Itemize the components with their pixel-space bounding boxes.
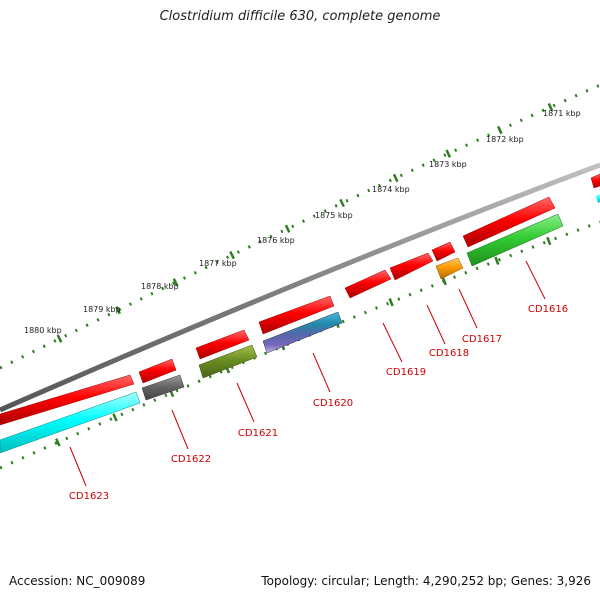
gene-bar-cd1616 — [466, 213, 564, 267]
gene-bar-cd1617 — [435, 257, 464, 280]
scale-tick — [494, 256, 500, 265]
scale-tick — [497, 125, 503, 135]
kbp-label-1873: 1873 kbp — [429, 160, 467, 169]
kbp-label-1874: 1874 kbp — [372, 185, 410, 194]
gene-bar-cd1623 — [0, 391, 141, 454]
gene-arrow-fwd — [431, 241, 456, 262]
gene-arrow-fwd — [462, 196, 556, 248]
label-line-cd1616 — [525, 260, 546, 300]
scale-tick — [55, 438, 61, 447]
gene-arrow-fwd — [258, 295, 335, 335]
label-line-cd1623 — [69, 446, 87, 487]
genome-summary-text: Topology: circular; Length: 4,290,252 bp… — [261, 574, 591, 588]
gene-label-cd1622: CD1622 — [171, 454, 211, 465]
label-line-cd1617 — [458, 288, 478, 329]
scale-tick — [392, 173, 399, 183]
label-line-cd1622 — [171, 409, 189, 450]
outer-major-ticks — [56, 102, 554, 343]
gene-label-cd1617: CD1617 — [462, 334, 502, 345]
scale-tick — [284, 224, 291, 233]
scale-tick — [546, 236, 552, 246]
gene-bar-cd1621 — [198, 344, 258, 379]
kbp-label-1877: 1877 kbp — [199, 259, 237, 268]
gene-arrow-fwd — [0, 374, 135, 426]
scale-tick — [445, 149, 452, 158]
genome-backbone — [0, 162, 600, 413]
kbp-label-1880: 1880 kbp — [24, 326, 62, 335]
scale-tick — [172, 278, 179, 287]
scale-tick — [56, 334, 63, 343]
forward-strand-genes — [0, 173, 600, 426]
gene-bar-cd1622 — [141, 374, 185, 401]
kbp-label-1875: 1875 kbp — [315, 211, 353, 220]
scale-tick — [229, 250, 235, 260]
gene-label-cd1619: CD1619 — [386, 367, 426, 378]
scale-tick — [388, 298, 394, 307]
label-line-cd1618 — [426, 304, 446, 345]
scale-tick — [547, 102, 554, 112]
kbp-label-1876: 1876 kbp — [257, 236, 295, 245]
map-title: Clostridium difficile 630, complete geno… — [159, 9, 441, 24]
scale-tick — [339, 198, 345, 208]
kbp-label-1878: 1878 kbp — [141, 282, 179, 291]
gene-arrow-fwd — [138, 358, 177, 384]
accession-text: Accession: NC_009089 — [9, 574, 146, 588]
gene-arrow-fwd — [590, 173, 600, 189]
gene-label-cd1618: CD1618 — [429, 348, 469, 359]
scale-arc-outer — [0, 83, 600, 370]
scale-arc-inner — [0, 220, 600, 470]
scale-tick — [441, 276, 447, 286]
gene-label-cd1621: CD1621 — [238, 428, 278, 439]
gene-bar-cyan-edge — [596, 194, 600, 203]
scale-tick — [112, 413, 118, 422]
kbp-label-1871: 1871 kbp — [543, 109, 581, 118]
reverse-strand-genes — [0, 194, 600, 454]
gene-bar-cd1620 — [262, 311, 343, 354]
gene-arrow-fwd — [195, 329, 250, 360]
label-line-cd1621 — [236, 382, 255, 423]
gene-label-cd1620: CD1620 — [313, 398, 353, 409]
gene-arrow-fwd — [344, 269, 392, 299]
gene-label-cd1623: CD1623 — [69, 491, 109, 502]
kbp-label-1879: 1879 kbp — [83, 305, 121, 314]
gene-label-cd1616: CD1616 — [528, 304, 568, 315]
kbp-label-1872: 1872 kbp — [486, 135, 524, 144]
label-line-cd1620 — [312, 352, 331, 393]
scale-tick — [115, 306, 121, 315]
label-line-cd1619 — [382, 322, 403, 363]
gene-arrow-fwd — [389, 252, 434, 281]
